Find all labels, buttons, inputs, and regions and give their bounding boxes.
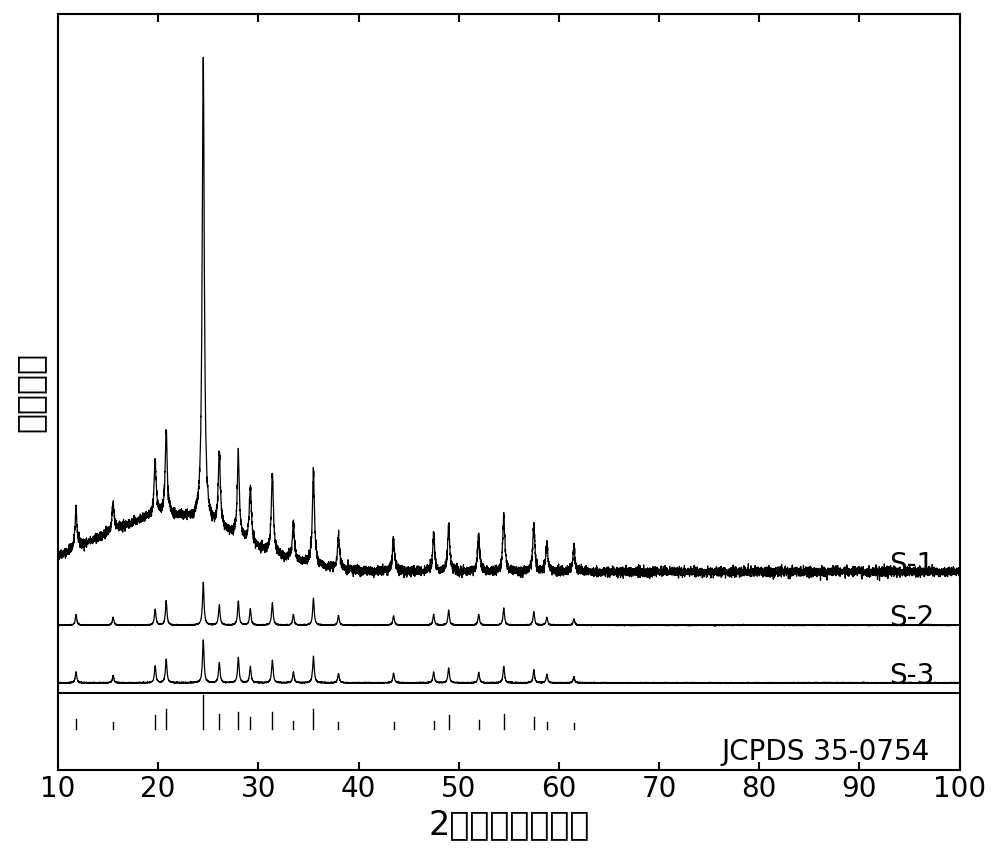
Text: JCPDS 35-0754: JCPDS 35-0754: [721, 739, 929, 766]
Text: S-3: S-3: [889, 662, 935, 690]
Text: S-1: S-1: [889, 551, 935, 579]
Y-axis label: 相对强度: 相对强度: [14, 351, 47, 432]
X-axis label: 2倍衍射角（度）: 2倍衍射角（度）: [428, 808, 589, 841]
Text: S-2: S-2: [889, 604, 935, 632]
